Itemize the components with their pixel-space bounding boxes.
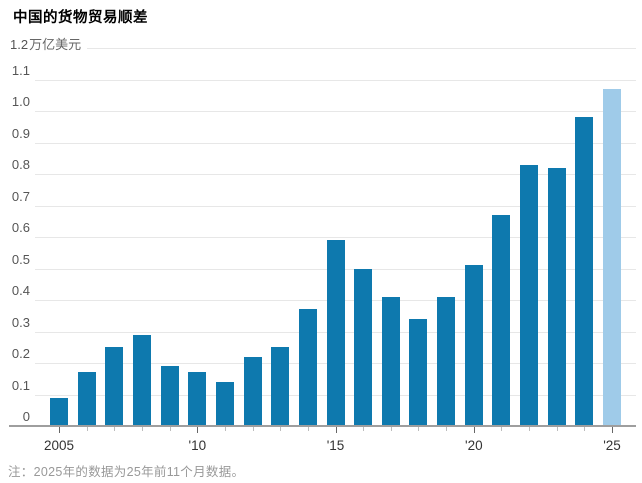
gridline — [35, 79, 636, 81]
bar-2022 — [520, 164, 538, 426]
bar-2019 — [437, 296, 456, 426]
x-axis-line — [9, 425, 636, 427]
x-tick-mark — [612, 427, 613, 433]
bar-2011 — [215, 381, 234, 426]
x-tick-mark — [501, 427, 503, 431]
x-tick-mark — [169, 427, 171, 431]
x-tick-label-25: '25 — [603, 438, 621, 453]
x-tick-mark — [224, 427, 226, 431]
bar-2025 — [603, 88, 621, 426]
x-tick-mark — [335, 427, 337, 433]
bar-2024 — [575, 117, 594, 426]
bar-2012 — [243, 356, 262, 426]
x-tick-mark — [114, 427, 116, 431]
x-tick-mark — [529, 427, 530, 431]
bar-2005 — [50, 397, 68, 426]
bar-2016 — [354, 268, 373, 426]
x-tick-mark — [86, 427, 88, 431]
x-tick-label-10: '10 — [188, 438, 207, 453]
x-tick-mark — [363, 427, 365, 431]
x-tick-mark — [252, 427, 254, 431]
x-tick-mark — [307, 427, 309, 431]
x-tick-mark — [446, 427, 448, 431]
bar-2018 — [409, 318, 428, 426]
x-tick-label-20: '20 — [465, 438, 483, 453]
y-axis-unit-label: 1.2万亿美元 — [10, 34, 88, 55]
y-tick-label-0.7: 0.7 — [11, 188, 30, 204]
bar-2017 — [381, 296, 400, 426]
y-axis-top-tick-label: 1.2 — [10, 37, 29, 52]
x-tick-mark — [141, 427, 143, 431]
bar-2006 — [77, 372, 96, 426]
x-tick-mark — [584, 427, 586, 431]
chart-title: 中国的货物贸易顺差 — [13, 10, 148, 26]
y-tick-label-0.4: 0.4 — [11, 283, 30, 298]
y-tick-label-0.3: 0.3 — [11, 314, 30, 330]
bar-2014 — [298, 309, 317, 426]
x-tick-mark — [390, 427, 392, 431]
y-tick-label-0.1: 0.1 — [11, 377, 30, 393]
y-tick-label-0.8: 0.8 — [11, 157, 30, 172]
y-tick-label-1.1: 1.1 — [11, 62, 30, 78]
bar-2007 — [105, 347, 124, 426]
bar-2013 — [271, 347, 290, 426]
y-tick-label-0.5: 0.5 — [11, 251, 30, 267]
gridline — [35, 174, 636, 175]
y-tick-label-0.2: 0.2 — [11, 346, 30, 361]
y-tick-label-0.6: 0.6 — [11, 220, 30, 235]
x-tick-label-2005: 2005 — [43, 438, 75, 453]
bar-2009 — [160, 366, 179, 426]
gridline — [35, 142, 636, 144]
x-tick-label-15: '15 — [326, 438, 345, 453]
y-tick-label-0: 0 — [22, 409, 30, 424]
x-tick-mark — [59, 427, 60, 433]
y-tick-label-1.0: 1.0 — [11, 94, 30, 109]
gridline — [35, 48, 636, 49]
bar-2023 — [547, 167, 566, 426]
bar-2015 — [326, 240, 345, 426]
bar-2020 — [464, 265, 483, 426]
gridline — [35, 205, 636, 207]
y-axis-unit-text: 万亿美元 — [29, 37, 82, 52]
x-tick-mark — [473, 427, 475, 433]
bar-2008 — [132, 334, 151, 426]
x-tick-mark — [418, 427, 420, 431]
bar-2021 — [492, 214, 511, 426]
footnote: 注：2025年的数据为25年前11个月数据。 — [8, 465, 245, 479]
x-tick-mark — [280, 427, 282, 431]
x-tick-mark — [556, 427, 558, 431]
gridline — [35, 237, 636, 238]
plot-area — [35, 48, 636, 426]
gridline — [35, 111, 636, 112]
x-tick-mark — [197, 427, 199, 433]
bar-2010 — [188, 372, 207, 426]
y-tick-label-0.9: 0.9 — [11, 125, 30, 141]
